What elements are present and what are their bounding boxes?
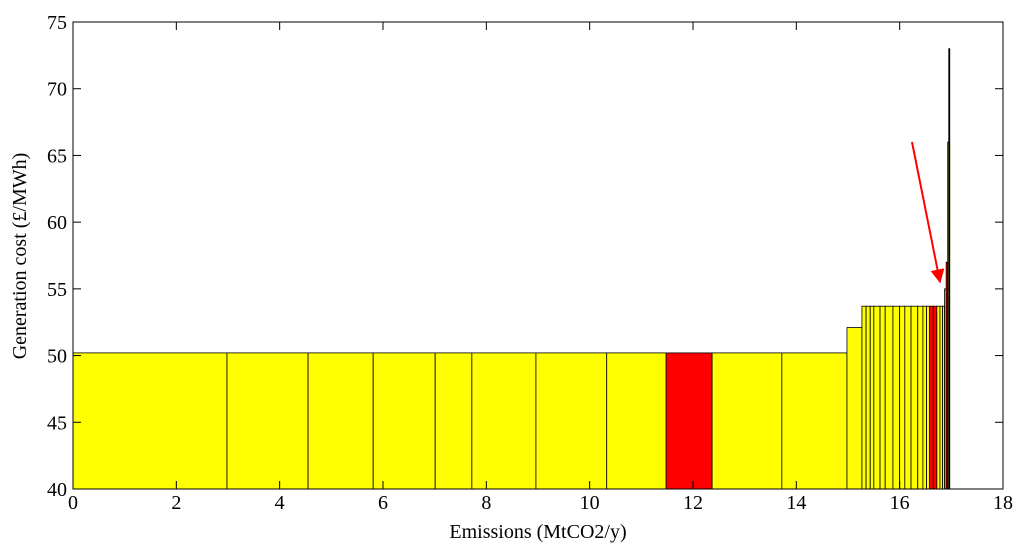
bar (226, 352, 309, 490)
x-tick-label: 4 (275, 492, 285, 514)
bar (892, 305, 901, 490)
x-tick-label: 16 (890, 492, 910, 514)
plot-frame (72, 21, 1004, 490)
x-tick-label: 18 (993, 492, 1013, 514)
bar (434, 352, 473, 490)
x-tick-label: 12 (683, 492, 703, 514)
x-tick-label: 8 (481, 492, 491, 514)
x-tick-label: 10 (580, 492, 600, 514)
bar (917, 305, 924, 490)
bar (929, 305, 934, 490)
x-tick-label: 6 (378, 492, 388, 514)
y-tick-label: 70 (47, 79, 67, 101)
bar (926, 305, 931, 490)
y-tick-label: 60 (47, 212, 67, 234)
bar (665, 352, 713, 490)
bar (910, 305, 919, 490)
bar (922, 305, 927, 490)
bar (606, 352, 667, 490)
y-tick-label: 40 (47, 479, 67, 501)
x-axis-label: Emissions (MtCO2/y) (449, 521, 626, 543)
bar (948, 48, 951, 490)
bar (865, 305, 871, 490)
bar (471, 352, 537, 490)
y-tick-label: 55 (47, 279, 67, 301)
y-tick-label: 75 (47, 12, 67, 34)
bar (879, 305, 886, 490)
bar (372, 352, 436, 490)
bar (307, 352, 374, 490)
bar (899, 305, 906, 490)
bar (932, 305, 938, 490)
bar (72, 352, 228, 490)
bar (781, 352, 848, 490)
y-tick-label: 65 (47, 145, 67, 167)
bar (535, 352, 608, 490)
bar (711, 352, 783, 490)
bar (904, 305, 912, 490)
x-tick-label: 14 (786, 492, 806, 514)
y-axis-label: Generation cost (£/MWh) (9, 153, 31, 360)
y-tick-label: 50 (47, 346, 67, 368)
bar (884, 305, 894, 490)
bar (936, 305, 941, 490)
x-tick-label: 2 (171, 492, 181, 514)
bar (861, 305, 867, 490)
bar (869, 305, 875, 490)
x-tick-label: 0 (68, 492, 78, 514)
annotation-arrow (911, 141, 945, 284)
bar (846, 327, 863, 490)
y-tick-label: 45 (47, 412, 67, 434)
bar (873, 305, 881, 490)
